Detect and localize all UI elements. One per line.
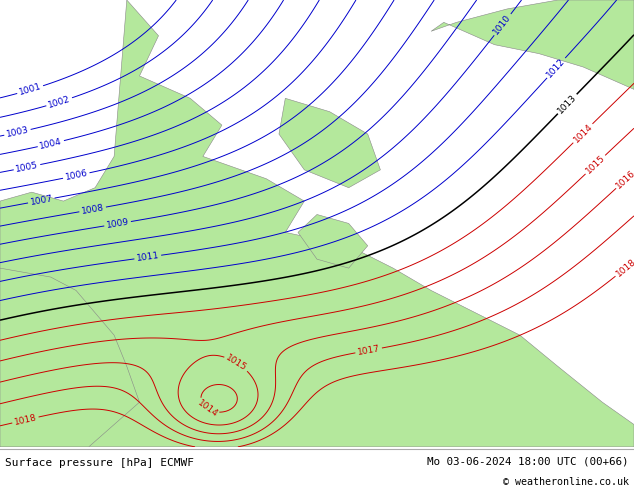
Text: 1003: 1003 xyxy=(5,125,30,139)
Text: 1010: 1010 xyxy=(492,13,513,36)
Polygon shape xyxy=(279,98,380,188)
Text: 1012: 1012 xyxy=(545,56,567,79)
Text: 1005: 1005 xyxy=(15,161,39,174)
Polygon shape xyxy=(298,215,368,268)
Polygon shape xyxy=(0,0,634,447)
Text: 1014: 1014 xyxy=(572,122,594,145)
Polygon shape xyxy=(0,268,139,447)
Text: 1009: 1009 xyxy=(105,218,130,230)
Text: 1018: 1018 xyxy=(614,257,634,278)
Text: 1017: 1017 xyxy=(356,344,381,357)
Text: 1013: 1013 xyxy=(556,93,578,115)
Text: 1014: 1014 xyxy=(195,398,219,419)
Text: 1006: 1006 xyxy=(64,169,89,182)
Text: 1002: 1002 xyxy=(47,94,72,110)
Text: 1008: 1008 xyxy=(81,203,105,216)
Text: 1007: 1007 xyxy=(29,194,53,207)
Text: 1001: 1001 xyxy=(18,82,42,98)
Text: 1015: 1015 xyxy=(584,153,607,176)
Text: 1004: 1004 xyxy=(39,137,63,150)
Text: © weatheronline.co.uk: © weatheronline.co.uk xyxy=(503,477,629,487)
Text: Surface pressure [hPa] ECMWF: Surface pressure [hPa] ECMWF xyxy=(5,458,194,468)
Text: 1016: 1016 xyxy=(614,168,634,190)
Text: 1018: 1018 xyxy=(13,413,37,427)
Text: 1011: 1011 xyxy=(136,251,160,263)
Text: 1015: 1015 xyxy=(224,353,249,373)
Text: Mo 03-06-2024 18:00 UTC (00+66): Mo 03-06-2024 18:00 UTC (00+66) xyxy=(427,457,629,467)
Polygon shape xyxy=(431,0,634,89)
